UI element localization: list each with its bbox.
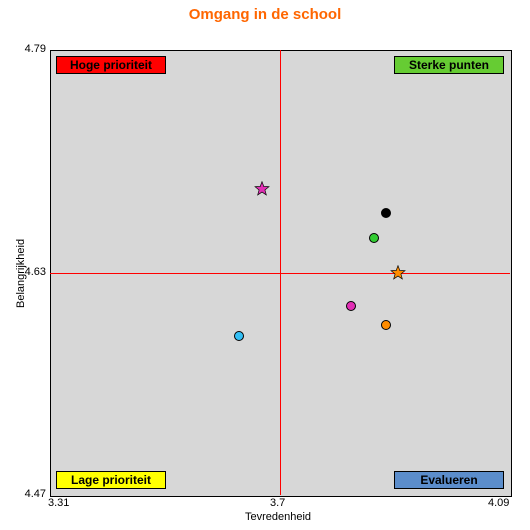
y-tick-label: 4.63 [25, 266, 46, 278]
plot-area [50, 50, 512, 497]
data-point [346, 301, 356, 311]
data-point [381, 320, 391, 330]
quadrant-label-bottom-right: Evalueren [394, 471, 504, 489]
data-point [369, 233, 379, 243]
y-tick-label: 4.79 [25, 43, 46, 55]
quadrant-label-top-left: Hoge prioriteit [56, 56, 166, 74]
chart-title: Omgang in de school [0, 6, 530, 23]
chart-container: Omgang in de school Belangrijkheid Tevre… [0, 0, 530, 530]
quadrant-line-horizontal [50, 273, 510, 274]
x-axis-label: Tevredenheid [245, 511, 311, 523]
y-tick-label: 4.47 [25, 488, 46, 500]
x-tick-label: 3.31 [48, 497, 69, 509]
x-tick-label: 4.09 [488, 497, 509, 509]
data-point [254, 181, 270, 197]
data-point [234, 331, 244, 341]
x-tick-label: 3.7 [270, 497, 285, 509]
data-point [381, 208, 391, 218]
quadrant-label-bottom-left: Lage prioriteit [56, 471, 166, 489]
data-point [390, 265, 406, 281]
quadrant-label-top-right: Sterke punten [394, 56, 504, 74]
